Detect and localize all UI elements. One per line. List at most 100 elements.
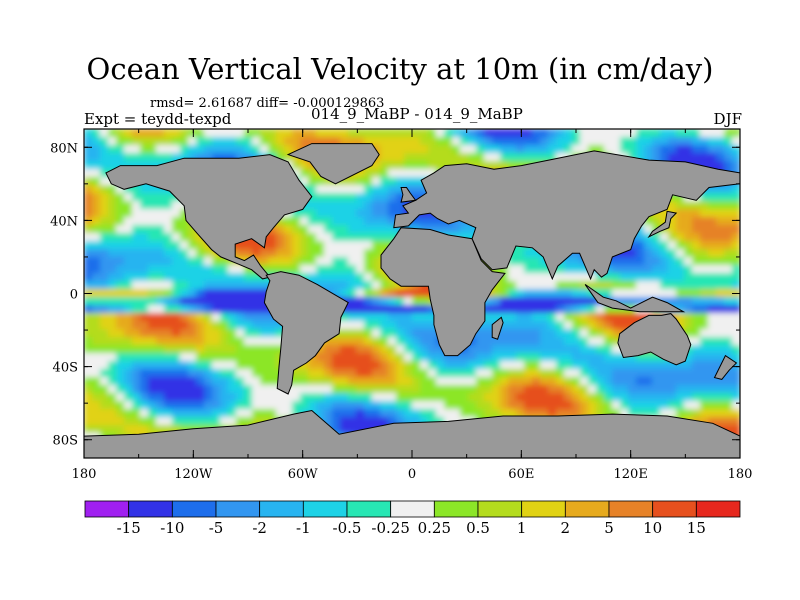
field-cell bbox=[500, 305, 509, 314]
field-cell bbox=[580, 393, 589, 402]
field-cell bbox=[340, 217, 349, 226]
field-cell bbox=[604, 345, 613, 354]
field-cell bbox=[188, 281, 197, 290]
field-cell bbox=[156, 385, 165, 394]
field-cell bbox=[668, 129, 677, 138]
field-cell bbox=[700, 225, 709, 234]
field-cell bbox=[676, 265, 685, 274]
field-cell bbox=[84, 225, 93, 234]
field-cell bbox=[668, 193, 677, 202]
field-cell bbox=[276, 321, 285, 330]
field-cell bbox=[412, 417, 421, 426]
field-cell bbox=[196, 129, 205, 138]
field-cell bbox=[500, 313, 509, 322]
field-cell bbox=[124, 241, 133, 250]
field-cell bbox=[300, 129, 309, 138]
colorbar-label: -2 bbox=[252, 519, 267, 537]
field-cell bbox=[540, 353, 549, 362]
field-cell bbox=[708, 137, 717, 146]
x-tick-label: 60E bbox=[508, 467, 534, 482]
colorbar-swatch bbox=[695, 500, 741, 518]
field-cell bbox=[180, 257, 189, 266]
field-cell bbox=[212, 401, 221, 410]
field-cell bbox=[116, 233, 125, 242]
field-cell bbox=[372, 369, 381, 378]
field-cell bbox=[404, 145, 413, 154]
field-cell bbox=[540, 385, 549, 394]
field-cell bbox=[460, 153, 469, 162]
field-cell bbox=[100, 369, 109, 378]
field-cell bbox=[212, 409, 221, 418]
field-cell bbox=[340, 273, 349, 282]
field-cell bbox=[652, 385, 661, 394]
field-cell bbox=[332, 137, 341, 146]
field-cell bbox=[484, 337, 493, 346]
field-cell bbox=[708, 313, 717, 322]
field-cell bbox=[316, 177, 325, 186]
field-cell bbox=[236, 353, 245, 362]
field-cell bbox=[476, 377, 485, 386]
field-cell bbox=[596, 345, 605, 354]
field-cell bbox=[612, 129, 621, 138]
field-cell bbox=[324, 217, 333, 226]
field-cell bbox=[204, 257, 213, 266]
field-cell bbox=[260, 145, 269, 154]
field-cell bbox=[412, 345, 421, 354]
field-cell bbox=[596, 129, 605, 138]
field-cell bbox=[420, 417, 429, 426]
field-cell bbox=[724, 337, 733, 346]
field-cell bbox=[404, 289, 413, 298]
field-cell bbox=[620, 145, 629, 154]
field-cell bbox=[100, 145, 109, 154]
field-cell bbox=[308, 369, 317, 378]
field-cell bbox=[212, 305, 221, 314]
field-cell bbox=[508, 377, 517, 386]
field-cell bbox=[404, 337, 413, 346]
field-cell bbox=[476, 129, 485, 138]
field-cell bbox=[212, 369, 221, 378]
field-cell bbox=[340, 409, 349, 418]
field-cell bbox=[172, 145, 181, 154]
field-cell bbox=[148, 393, 157, 402]
field-cell bbox=[644, 401, 653, 410]
field-cell bbox=[428, 217, 437, 226]
field-cell bbox=[164, 409, 173, 418]
field-cell bbox=[260, 393, 269, 402]
land-africa bbox=[380, 227, 506, 357]
field-cell bbox=[396, 385, 405, 394]
field-cell bbox=[612, 409, 621, 418]
field-cell bbox=[428, 225, 437, 234]
field-cell bbox=[428, 401, 437, 410]
field-cell bbox=[364, 209, 373, 218]
field-cell bbox=[348, 185, 357, 194]
field-cell bbox=[220, 305, 229, 314]
field-cell bbox=[572, 353, 581, 362]
field-cell bbox=[324, 193, 333, 202]
field-cell bbox=[148, 305, 157, 314]
field-cell bbox=[652, 361, 661, 370]
field-cell bbox=[708, 385, 717, 394]
field-cell bbox=[452, 385, 461, 394]
field-cell bbox=[372, 337, 381, 346]
field-cell bbox=[708, 417, 717, 426]
field-cell bbox=[180, 273, 189, 282]
field-cell bbox=[300, 361, 309, 370]
field-cell bbox=[380, 345, 389, 354]
field-cell bbox=[196, 153, 205, 162]
field-cell bbox=[164, 361, 173, 370]
field-cell bbox=[492, 129, 501, 138]
field-cell bbox=[140, 409, 149, 418]
field-cell bbox=[292, 225, 301, 234]
field-cell bbox=[356, 257, 365, 266]
field-cell bbox=[268, 137, 277, 146]
field-cell bbox=[220, 281, 229, 290]
field-cell bbox=[100, 233, 109, 242]
field-cell bbox=[556, 345, 565, 354]
field-cell bbox=[692, 369, 701, 378]
field-cell bbox=[228, 281, 237, 290]
field-cell bbox=[164, 257, 173, 266]
field-cell bbox=[252, 313, 261, 322]
field-cell bbox=[684, 257, 693, 266]
field-cell bbox=[540, 137, 549, 146]
field-cell bbox=[564, 313, 573, 322]
